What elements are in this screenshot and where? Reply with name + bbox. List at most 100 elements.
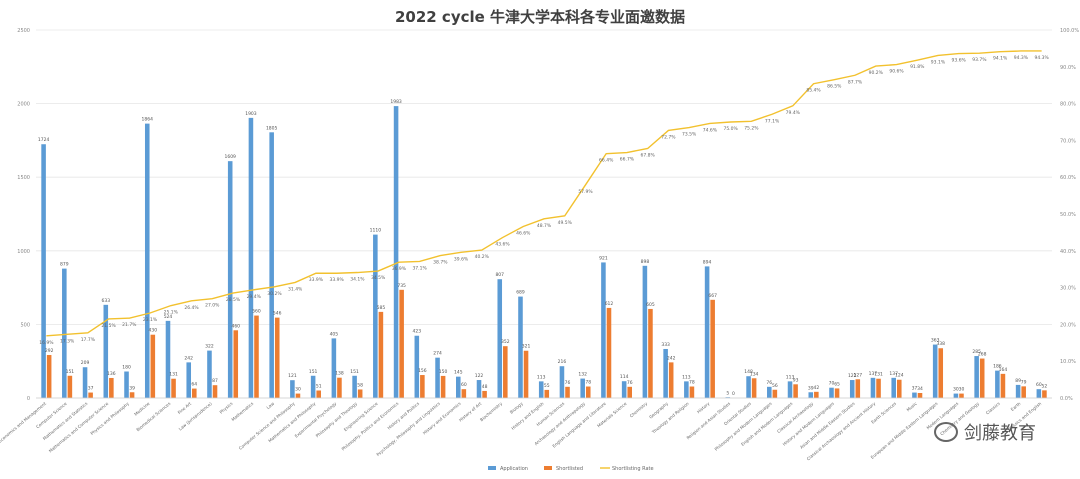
bar-application xyxy=(207,350,212,398)
y2-tick-label: 80.0% xyxy=(1060,102,1076,108)
data-label-rate: 90.6% xyxy=(889,69,904,75)
bar-application xyxy=(829,387,834,398)
data-label-application: 137 xyxy=(869,371,878,377)
category-label: Law xyxy=(265,401,275,411)
bar-application xyxy=(559,366,565,398)
bar-application xyxy=(62,268,67,398)
data-label-shortlisted: 612 xyxy=(605,301,614,307)
data-label-shortlisted: 268 xyxy=(978,352,987,358)
data-label-rate: 75.0% xyxy=(723,126,738,132)
legend-swatch xyxy=(488,466,496,470)
y2-tick-label: 60.0% xyxy=(1060,175,1076,181)
data-label-shortlisted: 78 xyxy=(689,380,695,386)
data-label-application: 39 xyxy=(808,385,814,391)
bar-application xyxy=(248,117,254,398)
data-label-rate: 93.6% xyxy=(952,58,967,64)
data-label-shortlisted: 76 xyxy=(627,380,633,386)
bar-shortlisted xyxy=(772,389,778,398)
data-label-application: 114 xyxy=(620,374,629,380)
bar-shortlisted xyxy=(482,390,487,398)
legend-label: Shortlisting Rate xyxy=(612,466,654,472)
bar-application xyxy=(995,370,1000,398)
data-label-shortlisted: 131 xyxy=(874,372,883,378)
data-label-application: 898 xyxy=(641,259,650,265)
chart-title: 2022 cycle 牛津大学本科各专业面邀数据 xyxy=(394,8,686,26)
bar-application xyxy=(352,375,357,398)
bar-application xyxy=(746,376,751,398)
data-label-shortlisted: 127 xyxy=(854,372,863,378)
data-label-shortlisted: 138 xyxy=(335,371,344,377)
data-label-application: 242 xyxy=(184,355,193,361)
data-label-rate: 17.7% xyxy=(81,337,96,343)
bar-shortlisted xyxy=(357,389,363,398)
bar-application xyxy=(227,161,233,398)
bar-application xyxy=(1036,389,1042,398)
data-label-shortlisted: 560 xyxy=(252,309,261,315)
data-label-rate: 25.1% xyxy=(164,310,179,316)
data-label-shortlisted: 156 xyxy=(418,368,427,374)
bar-shortlisted xyxy=(523,350,529,398)
data-label-rate: 86.5% xyxy=(827,84,842,90)
bar-shortlisted xyxy=(1042,390,1047,398)
bar-shortlisted xyxy=(67,375,73,398)
bar-shortlisted xyxy=(565,386,570,398)
bar-shortlisted xyxy=(295,393,301,398)
bar-shortlisted xyxy=(274,317,280,398)
bar-shortlisted xyxy=(129,392,135,398)
y2-tick-label: 30.0% xyxy=(1060,286,1076,292)
data-label-application: 524 xyxy=(164,314,173,320)
data-label-shortlisted: 37 xyxy=(88,386,94,392)
y2-tick-label: 20.0% xyxy=(1060,322,1076,328)
data-label-shortlisted: 136 xyxy=(107,371,116,377)
data-label-rate: 91.8% xyxy=(910,64,925,70)
bar-application xyxy=(538,381,544,398)
data-label-rate: 23.1% xyxy=(143,317,158,323)
bar-application xyxy=(663,348,668,398)
data-label-application: 151 xyxy=(309,369,318,375)
data-label-application: 122 xyxy=(475,373,484,379)
bar-shortlisted xyxy=(212,385,218,398)
data-label-rate: 40.2% xyxy=(475,254,490,260)
y-tick-label: 1000 xyxy=(17,249,30,255)
bar-application xyxy=(269,132,274,398)
data-label-rate: 36.9% xyxy=(392,266,407,272)
bar-shortlisted xyxy=(979,358,985,398)
category-label: Mathematics xyxy=(230,401,254,422)
data-label-application: 113 xyxy=(682,374,691,380)
bar-application xyxy=(103,304,109,398)
category-label: Medicine xyxy=(133,401,151,417)
bar-shortlisted xyxy=(420,375,425,398)
bar-shortlisted xyxy=(938,348,944,398)
bar-shortlisted xyxy=(46,355,52,398)
data-label-rate: 57.9% xyxy=(578,189,593,195)
bar-application xyxy=(455,376,461,398)
data-label-rate: 46.6% xyxy=(516,231,531,237)
data-label-rate: 73.5% xyxy=(682,132,697,138)
data-label-application: 333 xyxy=(661,342,670,348)
data-label-application: 70 xyxy=(829,381,835,387)
data-label-application: 60 xyxy=(1036,382,1042,388)
bar-shortlisted xyxy=(896,379,902,398)
data-label-application: 363 xyxy=(931,338,940,344)
bar-application xyxy=(518,296,523,398)
bar-application xyxy=(476,380,482,398)
data-label-rate: 21.7% xyxy=(122,322,137,328)
data-label-rate: 30.2% xyxy=(267,291,282,297)
data-label-application: 894 xyxy=(703,259,712,265)
category-label: Physics xyxy=(219,401,234,415)
data-label-shortlisted: 430 xyxy=(149,328,158,334)
data-label-application: 633 xyxy=(101,298,110,304)
data-label-rate: 66.7% xyxy=(620,157,635,163)
y2-tick-label: 100.0% xyxy=(1060,28,1079,34)
data-label-shortlisted: 667 xyxy=(708,293,717,299)
bar-application xyxy=(849,380,855,398)
data-label-rate: 31.4% xyxy=(288,286,303,292)
bar-shortlisted xyxy=(461,389,467,398)
bar-shortlisted xyxy=(337,377,342,398)
bar-application xyxy=(684,381,689,398)
data-label-rate: 21.5% xyxy=(101,323,116,329)
data-label-rate: 77.1% xyxy=(765,118,780,124)
legend-swatch xyxy=(544,466,552,470)
line-shortlisting-rate xyxy=(46,50,1042,337)
data-label-application: 151 xyxy=(350,369,359,375)
